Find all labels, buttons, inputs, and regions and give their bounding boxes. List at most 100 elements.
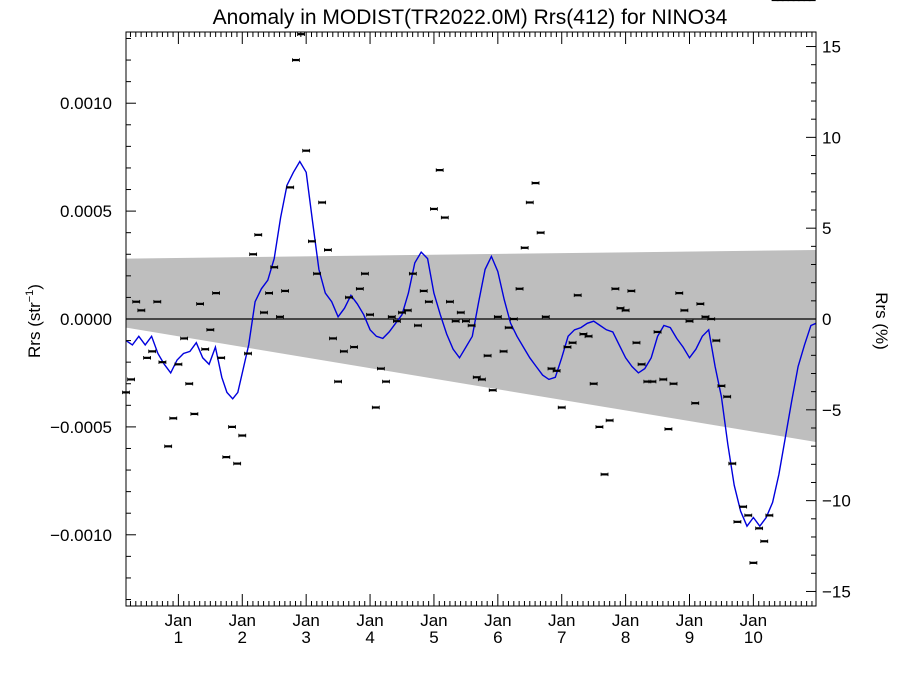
data-point [265, 291, 274, 295]
y-left-tick-label: 0.0000 [60, 310, 112, 329]
data-point [334, 379, 343, 384]
data-point [361, 271, 369, 276]
data-point [350, 345, 358, 349]
data-point [419, 289, 428, 293]
data-point [557, 405, 566, 410]
data-point [451, 319, 460, 323]
data-point [749, 561, 758, 565]
y-right-tick-label: −10 [822, 492, 851, 511]
x-tick-label-year: 1 [174, 628, 183, 647]
data-point [467, 323, 476, 328]
data-point [446, 299, 454, 304]
data-point [403, 308, 412, 313]
data-point [595, 425, 604, 429]
data-point [382, 379, 390, 384]
data-point [717, 384, 726, 388]
y-left-tick-label: 0.0010 [60, 94, 112, 113]
data-point [143, 356, 151, 360]
x-tick-label-month: Jan [229, 611, 256, 630]
smoothed-line-layer [125, 160, 817, 528]
data-point [696, 302, 705, 306]
data-point [158, 360, 167, 364]
data-point [233, 461, 242, 466]
data-point [504, 325, 513, 330]
x-tick-label-month: Jan [676, 611, 703, 630]
data-point [339, 349, 348, 354]
data-point [371, 405, 380, 410]
data-point [244, 351, 252, 356]
data-point [669, 381, 678, 386]
data-point [728, 461, 737, 466]
y-right-tick-label: 0 [822, 310, 831, 329]
data-point [286, 185, 295, 190]
data-point [659, 377, 668, 382]
data-point [302, 148, 311, 153]
x-tick-label-year: 5 [429, 628, 438, 647]
data-point [430, 207, 438, 211]
data-point [392, 319, 401, 323]
data-point [563, 345, 572, 349]
data-point [568, 340, 577, 345]
data-point [222, 455, 231, 459]
x-tick-label-month: Jan [292, 611, 319, 630]
data-point [627, 289, 636, 293]
data-point [127, 377, 136, 382]
data-point [515, 286, 524, 291]
data-point [169, 416, 178, 421]
data-point [238, 433, 247, 438]
data-point [600, 472, 609, 477]
smoothed-series-line [125, 160, 817, 528]
data-point [653, 330, 662, 334]
data-point [148, 349, 157, 354]
data-point [605, 418, 614, 423]
data-point [531, 181, 540, 185]
confidence-band [126, 249, 816, 442]
data-point [712, 338, 721, 343]
data-point [584, 334, 593, 339]
y-left-tick-label: −0.0010 [50, 526, 112, 545]
y-right-tick-label: 10 [822, 128, 841, 147]
data-point [206, 327, 215, 332]
chart-title: Anomaly in MODIST(TR2022.0M) Rrs(412) fo… [213, 6, 728, 29]
data-point [755, 526, 764, 531]
x-tick-label-month: Jan [612, 611, 639, 630]
data-point [190, 412, 199, 416]
confidence-band-layer [126, 249, 816, 442]
data-point [493, 315, 502, 319]
data-point [132, 299, 141, 304]
data-point [611, 286, 620, 291]
x-tick-label-year: 9 [685, 628, 694, 647]
data-point [249, 252, 258, 257]
data-point [477, 377, 486, 382]
data-point [733, 520, 742, 524]
data-point [483, 353, 492, 358]
data-point [276, 315, 284, 319]
y-axis-left-label-close: ) [25, 284, 44, 290]
y-left-tick-label: −0.0005 [50, 418, 112, 437]
data-point [212, 291, 220, 295]
data-point [228, 425, 236, 429]
data-point [707, 317, 716, 321]
data-point [637, 362, 646, 367]
data-point [174, 362, 183, 367]
data-point [217, 356, 226, 360]
x-tick-label-year: 7 [557, 628, 566, 647]
data-point [185, 381, 194, 386]
data-point [685, 319, 694, 323]
data-point [509, 317, 518, 321]
data-point [254, 233, 263, 237]
data-point [723, 394, 732, 399]
data-point [137, 308, 146, 313]
x-tick-label-year: 4 [365, 628, 374, 647]
y-right-tick-label: 5 [822, 219, 831, 238]
data-point [680, 308, 689, 313]
data-point [414, 323, 422, 328]
data-point [313, 271, 321, 276]
y-axis-left-label-main: Rrs (str [25, 302, 44, 358]
data-point [461, 319, 470, 323]
data-point [323, 248, 332, 252]
data-point [270, 265, 279, 270]
y-axis-left-label-superscript: −1 [24, 290, 36, 303]
data-point [329, 336, 337, 341]
